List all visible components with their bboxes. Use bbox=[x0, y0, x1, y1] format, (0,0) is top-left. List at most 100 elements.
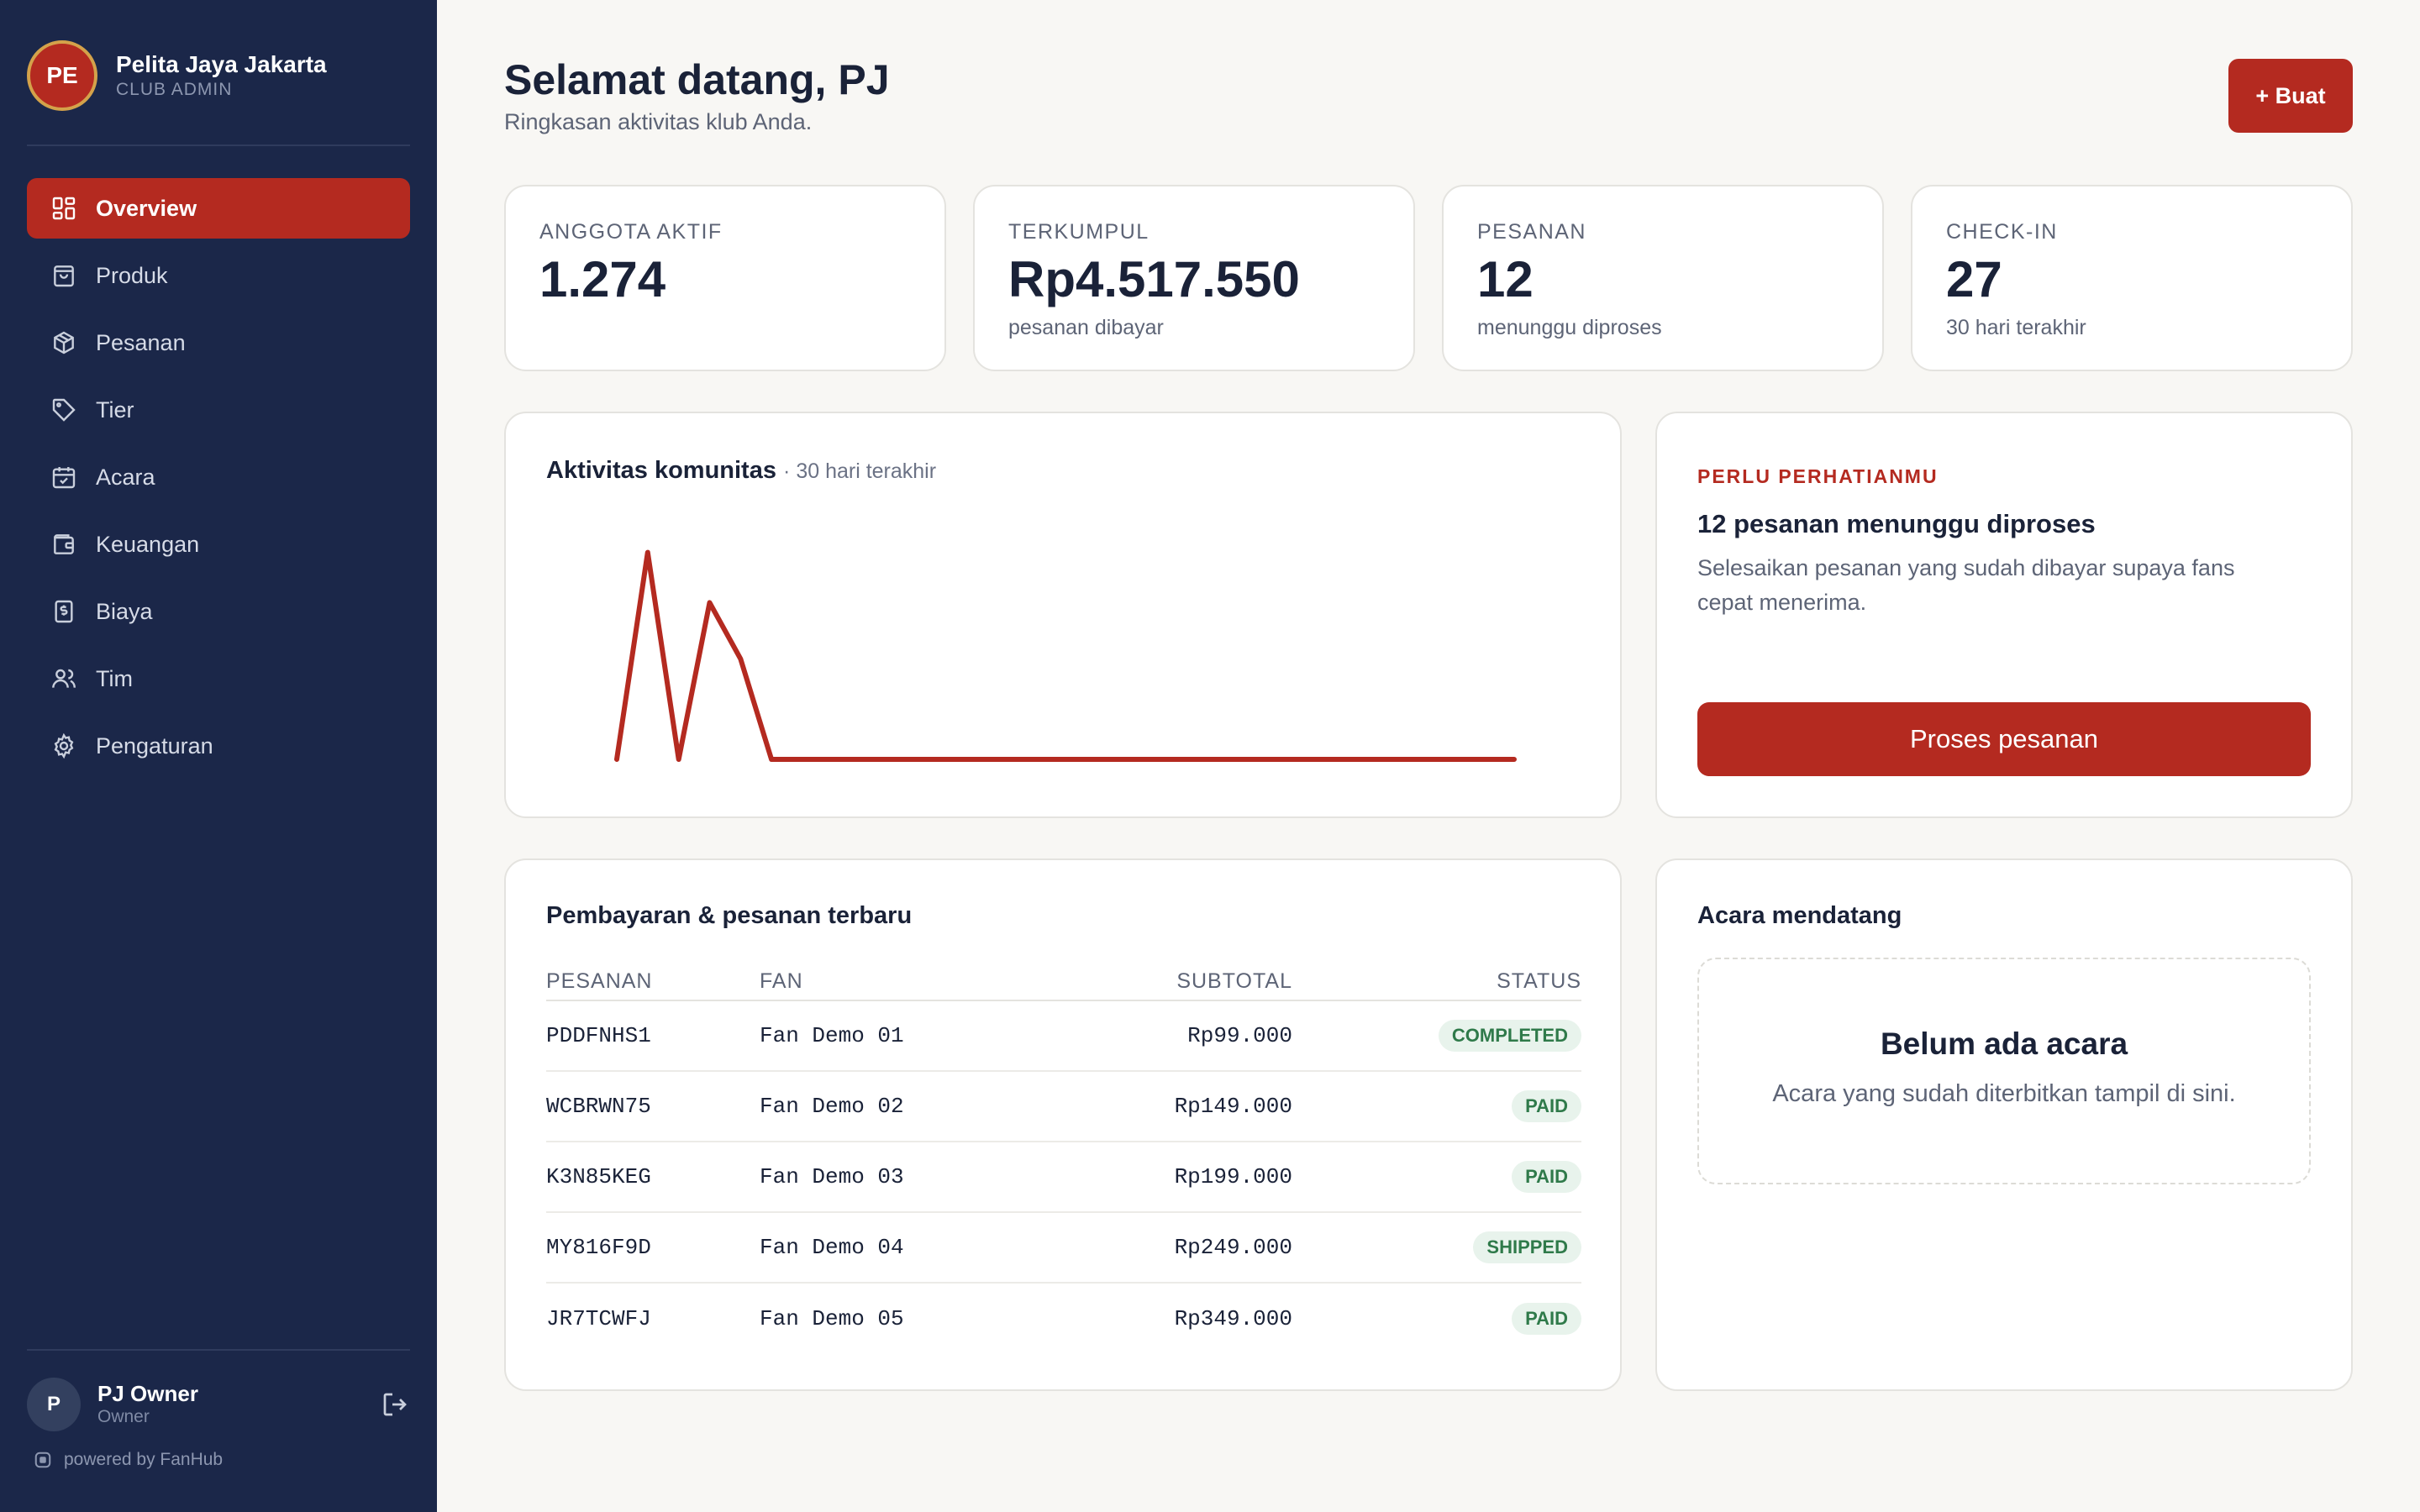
package-icon bbox=[50, 329, 77, 356]
stat-card-terkumpul: TERKUMPUL Rp4.517.550 pesanan dibayar bbox=[973, 185, 1415, 371]
status-badge: PAID bbox=[1512, 1161, 1581, 1193]
orders-table: PESANAN FAN SUBTOTAL STATUS PDDFNHS1 Fan… bbox=[546, 963, 1581, 1354]
sidebar-item-pengaturan[interactable]: Pengaturan bbox=[27, 716, 410, 776]
table-row[interactable]: MY816F9D Fan Demo 04 Rp249.000 SHIPPED bbox=[546, 1213, 1581, 1284]
activity-subtitle: · 30 hari terakhir bbox=[783, 459, 937, 483]
stat-label: CHECK-IN bbox=[1946, 220, 2058, 244]
sidebar-nav: Overview Produk Pesanan Tier Acara bbox=[27, 178, 410, 783]
order-subtotal: Rp349.000 bbox=[1174, 1306, 1292, 1331]
sidebar-item-tim[interactable]: Tim bbox=[27, 648, 410, 709]
status-badge: COMPLETED bbox=[1438, 1020, 1581, 1052]
order-fan: Fan Demo 05 bbox=[760, 1306, 904, 1331]
column-header-status: STATUS bbox=[1497, 969, 1581, 993]
sidebar-item-label: Pesanan bbox=[96, 329, 186, 355]
status-badge: SHIPPED bbox=[1473, 1231, 1581, 1263]
stat-sub: pesanan dibayar bbox=[1008, 316, 1164, 339]
order-subtotal: Rp149.000 bbox=[1174, 1094, 1292, 1119]
page-subtitle: Ringkasan aktivitas klub Anda. bbox=[504, 109, 813, 134]
table-row[interactable]: WCBRWN75 Fan Demo 02 Rp149.000 PAID bbox=[546, 1072, 1581, 1142]
sidebar-item-keuangan[interactable]: Keuangan bbox=[27, 514, 410, 575]
sidebar-item-pesanan[interactable]: Pesanan bbox=[27, 312, 410, 373]
process-orders-button[interactable]: Proses pesanan bbox=[1697, 702, 2311, 776]
orders-title: Pembayaran & pesanan terbaru bbox=[546, 902, 913, 929]
tag-icon bbox=[50, 396, 77, 423]
sidebar-item-overview[interactable]: Overview bbox=[27, 178, 410, 239]
stat-card-pesanan: PESANAN 12 menunggu diproses bbox=[1442, 185, 1884, 371]
column-header-subtotal: SUBTOTAL bbox=[1176, 969, 1292, 993]
stat-value: 1.274 bbox=[539, 251, 666, 307]
user-name: PJ Owner bbox=[97, 1381, 198, 1406]
sidebar-item-label: Biaya bbox=[96, 598, 153, 624]
order-fan: Fan Demo 04 bbox=[760, 1235, 904, 1260]
order-fan: Fan Demo 03 bbox=[760, 1164, 904, 1189]
club-header[interactable]: PE Pelita Jaya Jakarta CLUB ADMIN bbox=[27, 40, 327, 111]
sidebar-item-label: Produk bbox=[96, 262, 168, 288]
user-profile: P PJ Owner Owner bbox=[27, 1378, 410, 1431]
dashboard-icon bbox=[50, 195, 77, 222]
user-role: Owner bbox=[97, 1407, 150, 1426]
order-fan: Fan Demo 01 bbox=[760, 1023, 904, 1048]
stat-card-anggota-aktif: ANGGOTA AKTIF 1.274 bbox=[504, 185, 946, 371]
create-button[interactable]: + Buat bbox=[2228, 59, 2353, 133]
order-id: PDDFNHS1 bbox=[546, 1023, 651, 1048]
powered-by-text: powered by FanHub bbox=[64, 1450, 224, 1469]
order-subtotal: Rp99.000 bbox=[1187, 1023, 1292, 1048]
attention-body: Selesaikan pesanan yang sudah dibayar su… bbox=[1697, 555, 2235, 615]
sidebar-item-label: Tier bbox=[96, 396, 134, 423]
club-avatar: PE bbox=[27, 40, 97, 111]
sidebar-item-biaya[interactable]: Biaya bbox=[27, 581, 410, 642]
sidebar-item-label: Overview bbox=[96, 195, 197, 221]
empty-state-title: Belum ada acara bbox=[1880, 1026, 2128, 1061]
order-id: JR7TCWFJ bbox=[546, 1306, 651, 1331]
events-title: Acara mendatang bbox=[1697, 902, 1902, 929]
calendar-icon bbox=[50, 464, 77, 491]
table-row[interactable]: PDDFNHS1 Fan Demo 01 Rp99.000 COMPLETED bbox=[546, 1001, 1581, 1072]
stat-sub: menunggu diproses bbox=[1477, 316, 1662, 339]
order-id: WCBRWN75 bbox=[546, 1094, 651, 1119]
gear-icon bbox=[50, 732, 77, 759]
club-name: Pelita Jaya Jakarta bbox=[116, 51, 327, 77]
column-header-pesanan: PESANAN bbox=[546, 969, 653, 993]
empty-state-subtitle: Acara yang sudah diterbitkan tampil di s… bbox=[1772, 1080, 2236, 1107]
stat-value: Rp4.517.550 bbox=[1008, 251, 1300, 307]
sidebar-item-produk[interactable]: Produk bbox=[27, 245, 410, 306]
table-row[interactable]: K3N85KEG Fan Demo 03 Rp199.000 PAID bbox=[546, 1142, 1581, 1213]
receipt-icon bbox=[50, 598, 77, 625]
table-header: PESANAN FAN SUBTOTAL STATUS bbox=[546, 963, 1581, 1001]
sidebar-item-tier[interactable]: Tier bbox=[27, 380, 410, 440]
column-header-fan: FAN bbox=[760, 969, 803, 993]
stat-sub: 30 hari terakhir bbox=[1946, 316, 2086, 339]
fanhub-logo-icon bbox=[34, 1451, 52, 1469]
stat-label: ANGGOTA AKTIF bbox=[539, 220, 723, 244]
sidebar-item-label: Acara bbox=[96, 464, 155, 490]
activity-line-chart bbox=[614, 549, 1517, 762]
wallet-icon bbox=[50, 531, 77, 558]
order-subtotal: Rp199.000 bbox=[1174, 1164, 1292, 1189]
club-role: CLUB ADMIN bbox=[116, 80, 233, 99]
stat-card-check-in: CHECK-IN 27 30 hari terakhir bbox=[1911, 185, 2353, 371]
sidebar-item-acara[interactable]: Acara bbox=[27, 447, 410, 507]
events-empty-state: Belum ada acara Acara yang sudah diterbi… bbox=[1697, 958, 2311, 1184]
sidebar-item-label: Keuangan bbox=[96, 531, 200, 557]
stat-value: 12 bbox=[1477, 251, 1534, 307]
powered-by: powered by FanHub bbox=[34, 1450, 223, 1470]
sidebar-divider bbox=[27, 1349, 410, 1351]
events-card: Acara mendatang Belum ada acara Acara ya… bbox=[1655, 858, 2353, 1391]
sidebar: PE Pelita Jaya Jakarta CLUB ADMIN Overvi… bbox=[0, 0, 437, 1512]
activity-series-line bbox=[614, 549, 1517, 762]
order-id: MY816F9D bbox=[546, 1235, 651, 1260]
stat-value: 27 bbox=[1946, 251, 2002, 307]
status-badge: PAID bbox=[1512, 1090, 1581, 1122]
activity-title: Aktivitas komunitas · 30 hari terakhir bbox=[546, 457, 936, 485]
page-title: Selamat datang, PJ bbox=[504, 56, 890, 103]
logout-icon[interactable] bbox=[380, 1389, 410, 1420]
users-icon bbox=[50, 665, 77, 692]
activity-title-text: Aktivitas komunitas bbox=[546, 457, 776, 484]
order-fan: Fan Demo 02 bbox=[760, 1094, 904, 1119]
sidebar-divider bbox=[27, 144, 410, 146]
order-subtotal: Rp249.000 bbox=[1174, 1235, 1292, 1260]
attention-title: 12 pesanan menunggu diproses bbox=[1697, 509, 2096, 538]
attention-card: PERLU PERHATIANMU 12 pesanan menunggu di… bbox=[1655, 412, 2353, 818]
table-row[interactable]: JR7TCWFJ Fan Demo 05 Rp349.000 PAID bbox=[546, 1284, 1581, 1354]
status-badge: PAID bbox=[1512, 1303, 1581, 1335]
